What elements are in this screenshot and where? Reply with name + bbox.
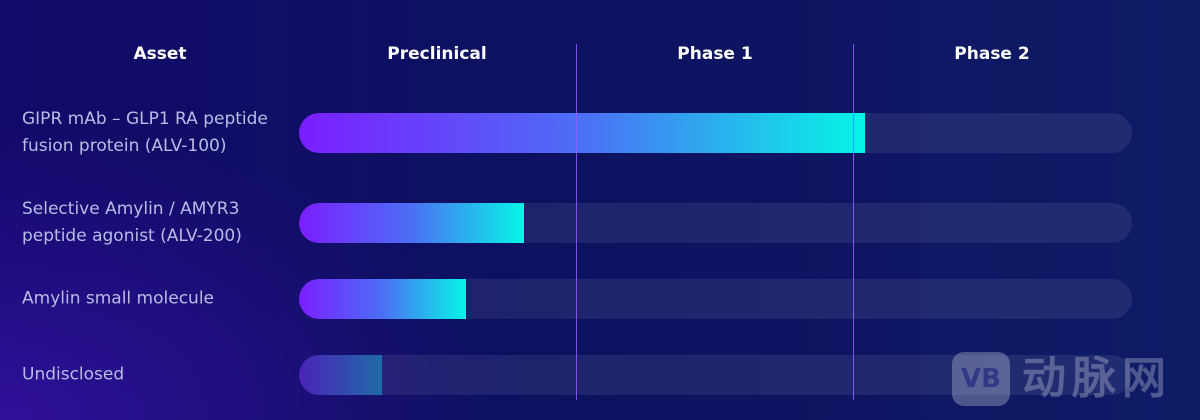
header-phase-2: Phase 2	[954, 44, 1030, 64]
divider-preclinical-phase-1	[576, 44, 577, 400]
watermark-badge	[952, 352, 1010, 406]
progress-fill-alv-100	[299, 113, 866, 153]
header-asset: Asset	[133, 44, 187, 64]
watermark-badge-text: VB	[961, 364, 1001, 394]
progress-fill-undisclosed	[299, 355, 383, 395]
watermark-text: 动脉网	[1022, 353, 1172, 404]
header-preclinical: Preclinical	[387, 44, 487, 64]
progress-track-alv-200	[299, 203, 1132, 243]
watermark-logo: VB 动脉网	[952, 348, 1192, 410]
progress-fill-alv-200	[299, 203, 524, 243]
divider-phase-1-phase-2	[853, 44, 854, 400]
progress-track-undisclosed	[299, 355, 1132, 395]
asset-label-alv-100: GIPR mAb – GLP1 RA peptide fusion protei…	[22, 109, 268, 156]
progress-track-alv-100	[299, 113, 1132, 153]
asset-label-alv-200: Selective Amylin / AMYR3 peptide agonist…	[22, 199, 242, 246]
progress-track-amylin-small-molecule	[299, 279, 1132, 319]
asset-label-undisclosed: Undisclosed	[22, 364, 125, 385]
progress-fill-amylin-small-molecule	[299, 279, 466, 319]
asset-label-amylin-small-molecule: Amylin small molecule	[22, 288, 215, 309]
header-phase-1: Phase 1	[677, 44, 753, 64]
